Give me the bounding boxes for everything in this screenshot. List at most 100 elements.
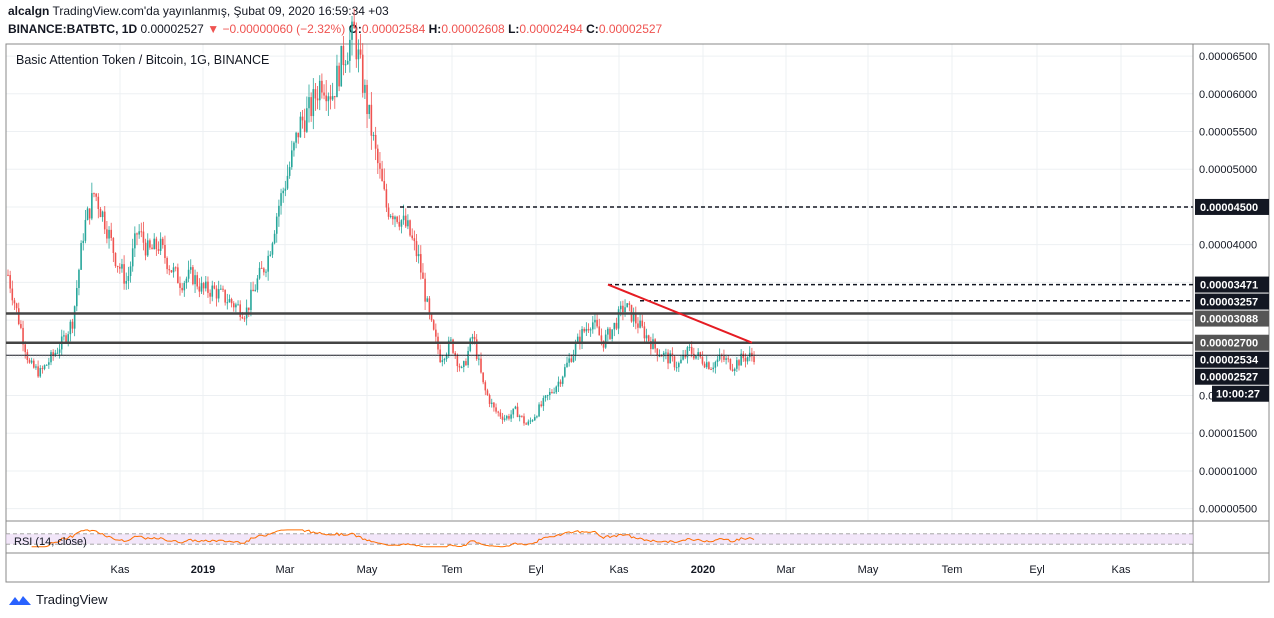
candle-body: [665, 352, 667, 354]
candle-body: [275, 216, 278, 234]
candle-body: [93, 193, 95, 195]
candle-body: [714, 361, 717, 368]
candle-body: [647, 335, 650, 342]
author: alcalgn: [8, 4, 50, 18]
candle-body: [41, 368, 44, 370]
candle-body: [501, 416, 504, 420]
x-tick-label: Kas: [1112, 564, 1131, 576]
candle-body: [628, 303, 631, 305]
candle-body: [394, 216, 396, 220]
candle-body: [192, 267, 194, 285]
candle-body: [338, 65, 340, 87]
candle-body: [366, 84, 368, 115]
candle-body: [323, 92, 325, 96]
candle-body: [99, 208, 102, 218]
y-tick-label: 0.00000500: [1199, 504, 1257, 516]
price-tag-0.00003088: 0.00003088: [1200, 314, 1258, 326]
candle-body: [314, 89, 317, 99]
candle-body: [725, 358, 727, 360]
price-tag-bg: [1195, 198, 1269, 215]
candle-body: [295, 132, 297, 143]
candle-body: [699, 352, 702, 357]
candle-body: [669, 353, 671, 364]
candle-body: [447, 340, 450, 355]
candle-body: [729, 359, 732, 370]
candle-body: [372, 134, 375, 136]
footer-brand[interactable]: TradingView: [8, 592, 108, 607]
candle-body: [265, 271, 267, 273]
candle-body: [413, 238, 416, 242]
candle-body: [527, 421, 530, 425]
candle-body: [15, 303, 18, 309]
candle-body: [525, 423, 527, 425]
candle-body: [656, 348, 659, 357]
rsi-line: [31, 529, 755, 548]
candle-body: [723, 355, 725, 360]
candle-body: [69, 321, 72, 335]
candle-body: [127, 276, 130, 281]
candle-body: [686, 347, 689, 358]
candle-body: [13, 300, 16, 304]
candle-body: [368, 104, 370, 115]
candle-body: [189, 267, 192, 270]
candle-body: [344, 64, 347, 66]
candle-body: [334, 96, 336, 98]
candle-body: [643, 326, 646, 339]
price-tag-bg: [1195, 368, 1269, 385]
candle-body: [86, 208, 89, 220]
x-tick-label: Mar: [777, 564, 796, 576]
x-tick-label: Kas: [111, 564, 130, 576]
candle-body: [312, 89, 315, 117]
candle-body: [488, 395, 491, 404]
down-arrow-icon: ▼: [207, 22, 220, 36]
candle-body: [114, 252, 117, 267]
candle-body: [753, 356, 755, 363]
candle-body: [510, 414, 512, 419]
candle-body: [288, 167, 291, 176]
candle-body: [467, 350, 469, 366]
candle-body: [540, 404, 542, 407]
candle-body: [172, 267, 175, 273]
candle-body: [336, 65, 338, 98]
candle-body: [239, 304, 241, 317]
candle-body: [490, 402, 493, 404]
candle-body: [424, 278, 426, 302]
candle-body: [207, 281, 209, 293]
candle-body: [374, 134, 377, 149]
candle-body: [67, 334, 69, 342]
candle-body: [303, 120, 306, 132]
trendline[interactable]: [607, 283, 753, 344]
candle-body: [82, 240, 85, 244]
candle-body: [211, 285, 214, 297]
price-chart[interactable]: 0.000005000.000010000.000015000.00002000…: [0, 0, 1274, 590]
candle-body: [331, 96, 334, 100]
candle-body: [20, 324, 22, 328]
candle-body: [202, 283, 205, 289]
candle-body: [574, 343, 577, 355]
time-axis[interactable]: Kas 2019 Mar May Tem Eyl Kas 2020 Mar May Tem Eyl Ka…: [111, 564, 1131, 576]
candle-body: [499, 412, 502, 417]
change-value: −0.00000060 (−2.32%): [222, 22, 346, 36]
candle-body: [432, 320, 435, 330]
x-tick-label: Eyl: [528, 564, 543, 576]
candle-body: [56, 352, 59, 354]
candle-body: [458, 366, 461, 368]
candle-body: [134, 233, 136, 249]
candle-body: [308, 97, 310, 109]
candle-body: [396, 216, 398, 222]
candle-body: [273, 233, 276, 244]
y-tick-label: 0.00001500: [1199, 428, 1257, 440]
candle-body: [553, 392, 555, 394]
candle-body: [142, 231, 145, 243]
candle-body: [570, 358, 573, 362]
candle-body: [385, 189, 388, 208]
candle-body: [557, 381, 560, 387]
candle-body: [121, 264, 123, 269]
candle-body: [454, 352, 456, 355]
candle-body: [613, 322, 616, 330]
candle-body: [641, 320, 644, 327]
candle-body: [615, 322, 618, 329]
candle-body: [215, 288, 218, 299]
candle-body: [559, 381, 562, 384]
candle-body: [11, 288, 14, 301]
